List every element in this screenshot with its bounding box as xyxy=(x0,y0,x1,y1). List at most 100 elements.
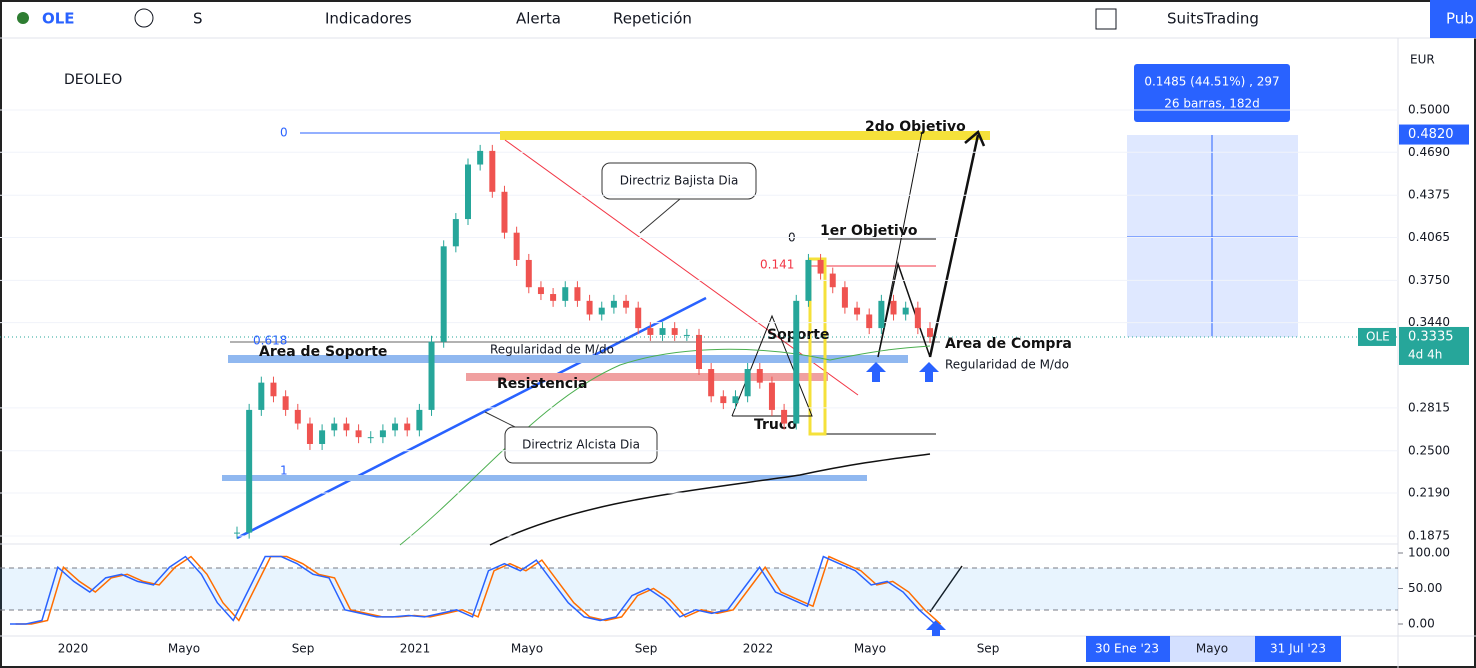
publish[interactable]: Pub xyxy=(1446,10,1474,28)
fib-label: 0.141 xyxy=(760,258,794,272)
osc-tick-label: 0.00 xyxy=(1408,617,1435,631)
time-label: Sep xyxy=(292,642,315,656)
ma-green xyxy=(399,345,931,546)
range-label: Mayo xyxy=(1196,642,1228,656)
candle xyxy=(914,307,921,329)
annotation: 1er Objetivo xyxy=(820,223,918,239)
candle xyxy=(513,232,520,260)
publish-button[interactable] xyxy=(1430,0,1476,38)
interval[interactable]: S xyxy=(193,10,203,28)
candle xyxy=(610,300,617,308)
candle xyxy=(586,300,593,315)
time-label: Sep xyxy=(635,642,658,656)
range-middle xyxy=(1170,636,1255,662)
candle xyxy=(440,246,447,342)
candle xyxy=(489,150,496,192)
measure-change: 0.1485 (44.51%) , 297 xyxy=(1144,75,1279,89)
symbol-tag xyxy=(1358,327,1396,346)
candle xyxy=(696,334,702,370)
annotation: Regularidad de M/do xyxy=(490,343,614,357)
candle xyxy=(902,307,909,315)
candle xyxy=(890,300,897,315)
candle xyxy=(550,294,557,301)
candle xyxy=(343,423,350,431)
time-label: 2022 xyxy=(743,642,774,656)
candle xyxy=(452,219,459,247)
candle xyxy=(428,341,435,410)
fib-label: 0 xyxy=(280,126,288,140)
candle xyxy=(392,423,399,431)
fib-label: 1 xyxy=(280,464,288,478)
time-label: Mayo xyxy=(511,642,543,656)
fib-label: 0.618 xyxy=(253,334,287,348)
candle xyxy=(331,423,338,431)
target-tag-label: 0.4820 xyxy=(1408,127,1454,142)
last-tag xyxy=(1399,326,1469,365)
annotation: Resistencia xyxy=(497,376,587,392)
candle xyxy=(781,409,788,424)
osc-line xyxy=(10,555,936,625)
range-label: 31 Jul '23 xyxy=(1270,642,1326,656)
candle xyxy=(379,430,386,438)
time-label: 2021 xyxy=(400,642,431,656)
price-tick-label: 0.5000 xyxy=(1408,103,1450,117)
up-arrow-3 xyxy=(926,620,946,636)
arrow-2 xyxy=(928,134,980,358)
candle xyxy=(647,328,654,335)
callout-up-pointer xyxy=(484,411,516,428)
alert[interactable]: Alerta xyxy=(516,10,561,28)
symbol-icon xyxy=(17,12,29,24)
currency[interactable]: EUR xyxy=(1410,53,1435,67)
candle xyxy=(416,409,423,431)
osc-band xyxy=(0,568,1398,610)
candle xyxy=(477,150,484,165)
price-tick-label: 0.4375 xyxy=(1408,188,1450,202)
candle xyxy=(319,430,326,444)
resistance-band xyxy=(466,373,828,381)
candle xyxy=(744,369,751,397)
candle xyxy=(574,287,581,301)
user[interactable]: SuitsTrading xyxy=(1167,10,1259,28)
candle xyxy=(525,259,532,288)
ma-black xyxy=(489,453,931,546)
annotation: Directriz Alcista Dia xyxy=(522,438,640,452)
candle xyxy=(306,423,313,444)
range-end xyxy=(1255,636,1341,662)
layout-button[interactable] xyxy=(1095,8,1117,30)
replay[interactable]: Repetición xyxy=(613,10,692,28)
candle xyxy=(793,300,800,424)
candle xyxy=(294,409,301,424)
candle xyxy=(598,307,605,315)
candle xyxy=(732,396,739,404)
price-tick-label: 0.2500 xyxy=(1408,443,1450,457)
candle xyxy=(234,532,240,534)
candle xyxy=(927,328,933,337)
up-trend xyxy=(236,296,707,540)
price-tick-label: 0.2815 xyxy=(1408,400,1450,414)
candle xyxy=(817,259,824,274)
callout-down-pointer xyxy=(639,198,681,234)
candle xyxy=(404,423,411,431)
osc-tick-label: 50.00 xyxy=(1408,581,1442,595)
range-label: 30 Ene '23 xyxy=(1095,642,1159,656)
callout-down xyxy=(601,162,757,200)
candle xyxy=(720,396,727,404)
annotation: Regularidad de M/do xyxy=(945,358,1069,372)
price-tick-label: 0.4065 xyxy=(1408,230,1450,244)
candle xyxy=(258,382,265,410)
candle xyxy=(562,287,569,301)
callout-up xyxy=(504,426,658,464)
candle xyxy=(805,259,812,301)
up-arrow-2 xyxy=(919,362,939,382)
add-symbol[interactable] xyxy=(134,8,154,28)
time-label: Mayo xyxy=(168,642,200,656)
symbol-tag-label: OLE xyxy=(1366,329,1390,343)
truco-box xyxy=(808,257,827,436)
time-label: 2020 xyxy=(58,642,89,656)
indicators[interactable]: Indicadores xyxy=(325,10,412,28)
triangle xyxy=(731,314,813,417)
candle xyxy=(623,300,630,308)
target-tag xyxy=(1399,124,1469,145)
symbol[interactable]: OLE xyxy=(42,10,75,28)
candle xyxy=(671,328,678,335)
